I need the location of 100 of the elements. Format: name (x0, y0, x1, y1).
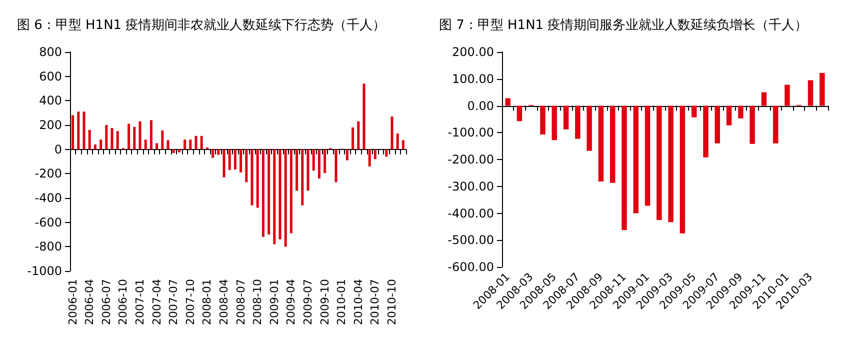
y-tick-label: -600.00 (448, 260, 494, 274)
bar (610, 106, 616, 183)
bar (189, 140, 192, 150)
bar (200, 136, 203, 150)
y-tick-label: 100.00 (452, 72, 494, 86)
bar (72, 115, 74, 150)
y-tick-label: -400 (34, 191, 62, 205)
y-tick-label: -100.00 (448, 126, 494, 140)
bar (240, 149, 242, 172)
bar (234, 149, 236, 170)
bar (128, 124, 130, 150)
bar (357, 121, 360, 150)
x-tick-label: 2008-07 (234, 279, 248, 325)
y-tick-label: 200 (39, 118, 62, 132)
bar (312, 149, 315, 171)
bar (144, 140, 147, 150)
bar (820, 72, 825, 106)
x-tick-label: 2007-10 (184, 279, 197, 325)
bar (691, 106, 697, 118)
bar (703, 106, 708, 158)
bar (150, 120, 152, 150)
y-tick-label: -500.00 (448, 233, 494, 248)
bar (290, 149, 292, 234)
bar (352, 127, 354, 150)
x-tick-label: 2006-01 (66, 279, 80, 325)
y-tick-label: 600 (39, 69, 62, 84)
bar (284, 149, 287, 247)
bar (77, 112, 80, 150)
bar (228, 149, 231, 170)
bar (138, 121, 142, 150)
bar (761, 92, 767, 106)
bar (222, 149, 226, 178)
bar (656, 106, 662, 220)
bar (808, 80, 814, 106)
x-tick-label: 2010-07 (368, 279, 382, 325)
bar (714, 106, 720, 144)
chart-title: 图 7：甲型 H1N1 疫情期间服务业就业人数延续负增长（千人） (439, 18, 808, 33)
bar (575, 106, 580, 139)
bar (368, 149, 371, 166)
bar (256, 149, 259, 208)
bar (194, 136, 198, 150)
bar (110, 128, 114, 150)
x-tick-label: 2009-04 (284, 279, 298, 325)
bar (505, 98, 510, 106)
bar (324, 149, 326, 174)
bar (306, 149, 310, 191)
y-tick-label: -300.00 (448, 179, 494, 194)
y-tick-label: -800 (34, 240, 62, 254)
bar (586, 106, 592, 151)
x-tick-label: 2006-10 (116, 279, 130, 325)
x-tick-label: 2010-10 (386, 279, 398, 325)
x-tick-label: 2007-07 (167, 279, 180, 325)
bar (172, 149, 175, 153)
bar (563, 106, 569, 130)
bar (217, 149, 220, 155)
x-tick-label: 2010-04 (352, 279, 365, 325)
x-tick-label: 2009-01 (268, 279, 281, 325)
bar (540, 106, 546, 135)
bar (105, 125, 108, 150)
bar (644, 106, 650, 206)
bar (385, 149, 388, 157)
bar (262, 149, 264, 237)
bar (668, 106, 674, 222)
bar (178, 149, 180, 152)
x-tick-label: 2010-01 (335, 279, 348, 325)
chart-title: 图 6：甲型 H1N1 疫情期间非农就业人数延续下行态势（千人） (17, 18, 386, 33)
bar (184, 140, 186, 150)
bar (278, 149, 282, 240)
bar (390, 116, 394, 150)
bar (301, 149, 304, 206)
bar (622, 106, 627, 230)
x-tick-label: 2008-10 (251, 279, 264, 325)
bar (346, 149, 348, 160)
x-tick-label: 2008-01 (200, 279, 214, 325)
bar (516, 106, 522, 122)
bar (133, 126, 136, 150)
y-tick-label: -1000 (27, 264, 62, 278)
y-tick-label: -600 (34, 215, 62, 230)
bar (402, 140, 404, 150)
bar (245, 149, 248, 182)
bar (212, 149, 214, 158)
bar (318, 149, 320, 179)
bar (396, 134, 399, 150)
bar (156, 143, 158, 150)
bar (268, 149, 270, 234)
bar (374, 149, 376, 160)
x-tick-label: 2009-07 (302, 279, 314, 325)
bar (161, 130, 164, 150)
x-tick-label: 2006-04 (83, 279, 96, 325)
y-tick-label: 800 (39, 45, 62, 59)
bar (116, 131, 119, 150)
y-tick-label: 0 (54, 142, 62, 156)
bar (784, 84, 790, 106)
x-tick-label: 2007-01 (134, 279, 146, 325)
bar (94, 144, 96, 150)
bar (633, 106, 639, 214)
y-tick-label: 200.00 (452, 45, 494, 59)
bar (166, 140, 170, 150)
y-tick-label: 400 (39, 94, 62, 108)
x-tick-label: 2006-07 (100, 279, 113, 325)
